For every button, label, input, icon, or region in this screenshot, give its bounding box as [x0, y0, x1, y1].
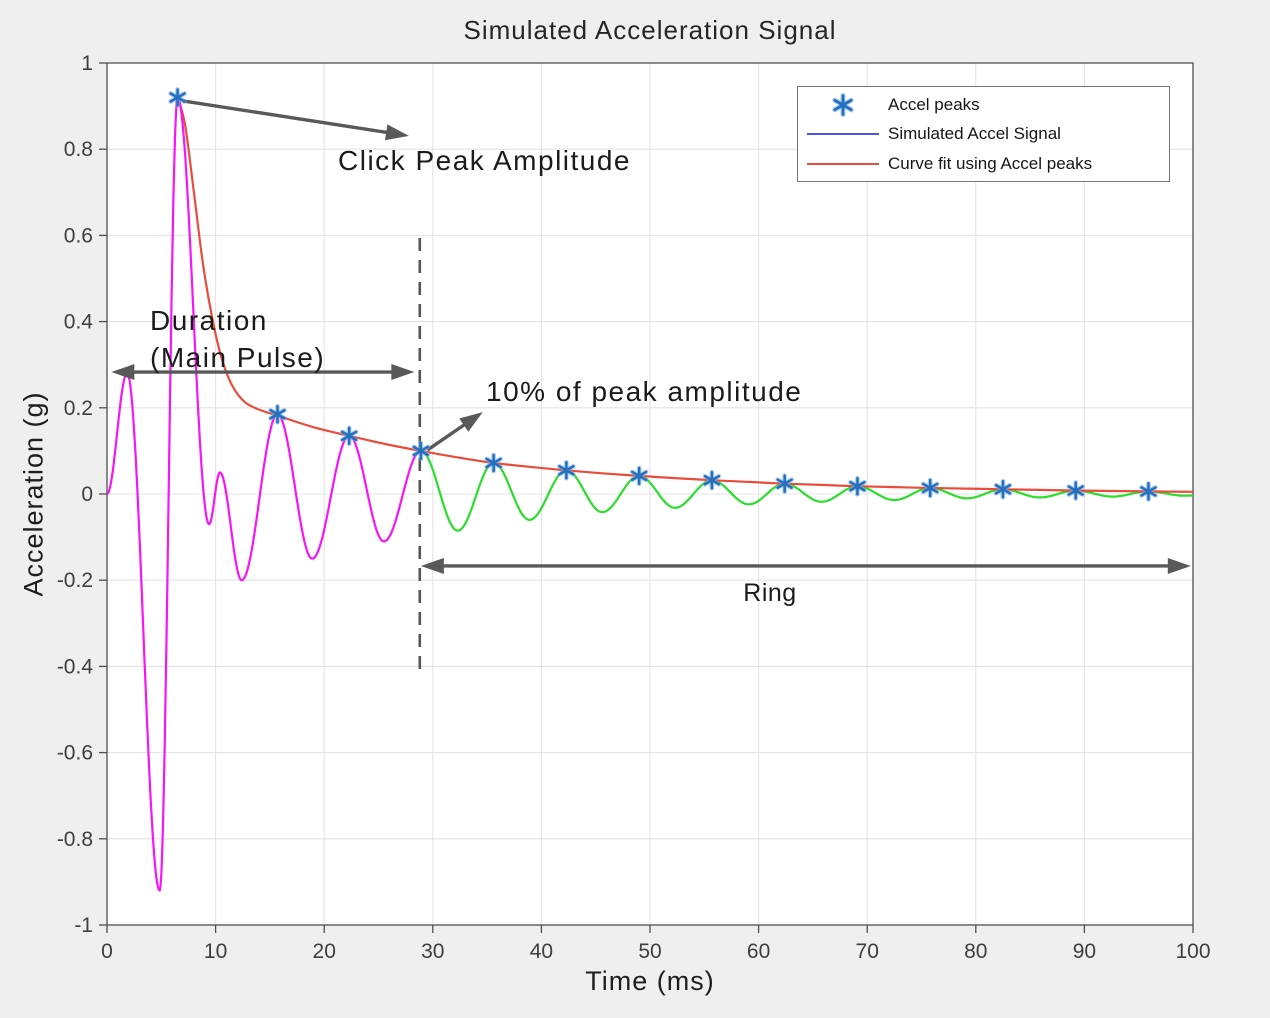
chart-title: Simulated Acceleration Signal	[463, 15, 837, 45]
x-tick-label: 60	[747, 940, 770, 963]
accel-peak-marker	[993, 478, 1013, 500]
y-tick-label: 0	[81, 483, 93, 506]
legend-item-2: Curve fit using Accel peaks	[798, 150, 1169, 178]
y-tick-label: 1	[81, 52, 93, 75]
y-axis-label: Acceleration (g)	[18, 391, 49, 597]
y-tick-label: -0.4	[57, 655, 94, 678]
legend-item-0: Accel peaks	[798, 91, 1169, 119]
y-tick-label: 0.4	[64, 311, 94, 334]
accel-peak-marker	[1066, 480, 1086, 501]
x-tick-label: 30	[421, 940, 444, 963]
legend-label: Simulated Accel Signal	[888, 124, 1061, 143]
accel-peak-marker	[411, 440, 431, 462]
duration-double-arrow	[111, 364, 415, 381]
ten-percent-arrow	[426, 412, 483, 452]
line-sample-icon	[798, 162, 888, 165]
x-tick-label: 50	[638, 940, 661, 963]
annotation-duration-line1: Duration	[150, 305, 268, 336]
accel-peak-marker	[848, 475, 867, 497]
y-tick-label: -0.6	[57, 742, 93, 765]
legend-box: Accel peaks Simulated Accel Signal Curve f…	[797, 86, 1170, 182]
y-tick-label: -1	[74, 914, 93, 937]
x-tick-label: 70	[856, 940, 879, 963]
y-tick-label: -0.2	[57, 569, 93, 592]
x-tick-label: 40	[530, 940, 553, 963]
accel-peak-marker	[702, 469, 722, 491]
annotation-duration-main-pulse: Duration (Main Pulse)	[150, 302, 325, 376]
legend-label: Accel peaks	[888, 94, 980, 114]
accel-peak-marker	[1139, 481, 1158, 502]
asterisk-marker-icon	[798, 91, 888, 119]
annotation-ring: Ring	[743, 579, 797, 607]
signal-main-pulse-path	[106, 96, 422, 892]
line-sample-icon	[798, 133, 888, 135]
annotation-duration-line2: (Main Pulse)	[150, 342, 326, 373]
accel-peak-marker	[775, 473, 794, 495]
ring-double-arrow	[420, 557, 1191, 574]
x-tick-label: 10	[204, 940, 227, 963]
annotation-ten-percent: 10% of peak amplitude	[486, 376, 803, 407]
y-tick-label: 0.2	[64, 397, 93, 420]
accel-peak-marker	[920, 477, 940, 499]
accel-peak-marker	[629, 465, 649, 487]
signal-ring-path	[420, 449, 1194, 532]
x-tick-label: 90	[1073, 940, 1096, 963]
legend-label: Curve fit using Accel peaks	[888, 153, 1093, 173]
y-tick-label: 0.6	[64, 224, 93, 247]
accel-peak-marker	[484, 452, 503, 474]
accel-peak-marker	[168, 87, 187, 108]
annotation-click-peak-amplitude: Click Peak Amplitude	[338, 145, 632, 176]
x-tick-label: 100	[1175, 940, 1210, 963]
accel-peak-marker	[557, 459, 576, 481]
legend-item-1: Simulated Accel Signal	[798, 120, 1169, 148]
x-tick-label: 20	[313, 940, 336, 963]
x-tick-label: 80	[964, 940, 987, 963]
x-tick-label: 0	[101, 940, 113, 963]
y-tick-label: -0.8	[57, 828, 93, 851]
x-axis-label: Time (ms)	[585, 966, 715, 996]
y-tick-label: 0.8	[64, 138, 93, 161]
accel-peak-marker	[339, 425, 359, 447]
accel-peak-marker	[268, 403, 287, 425]
click-peak-arrow	[182, 99, 409, 141]
